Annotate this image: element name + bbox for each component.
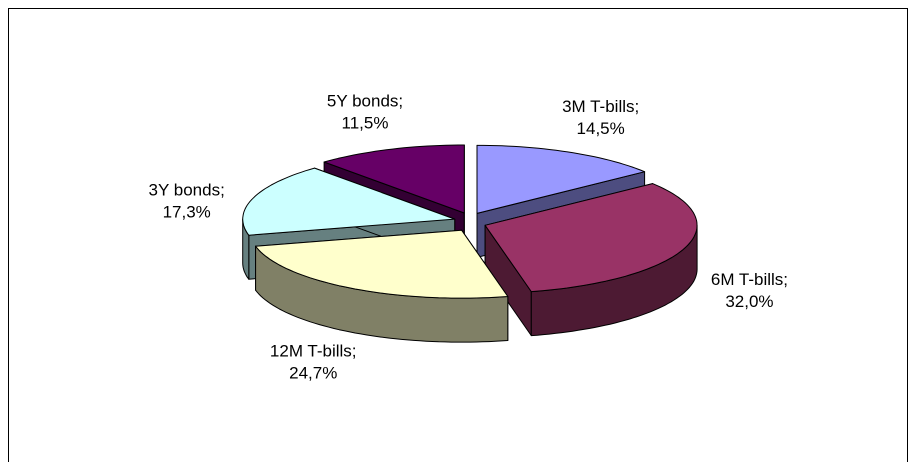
slice [484,183,698,337]
slice-top [255,229,509,299]
slice-top [323,144,465,214]
slice-value-label: 24,7% [289,363,337,382]
slice-label: 5Y bonds; [327,92,403,111]
slice-value-label: 14,5% [577,119,625,138]
slice-value-label: 32,0% [725,292,773,311]
slice [255,229,509,343]
slice-label: 12M T-bills; [270,341,357,360]
slice-value-label: 17,3% [163,202,211,221]
slice-top [476,144,646,214]
slice-value-label: 11,5% [342,114,389,133]
slice-label: 3M T-bills; [562,97,639,116]
slice-label: 3Y bonds; [149,180,225,199]
slice-top [242,167,456,236]
slice-top [484,183,698,293]
slice-label: 6M T-bills; [711,270,788,289]
